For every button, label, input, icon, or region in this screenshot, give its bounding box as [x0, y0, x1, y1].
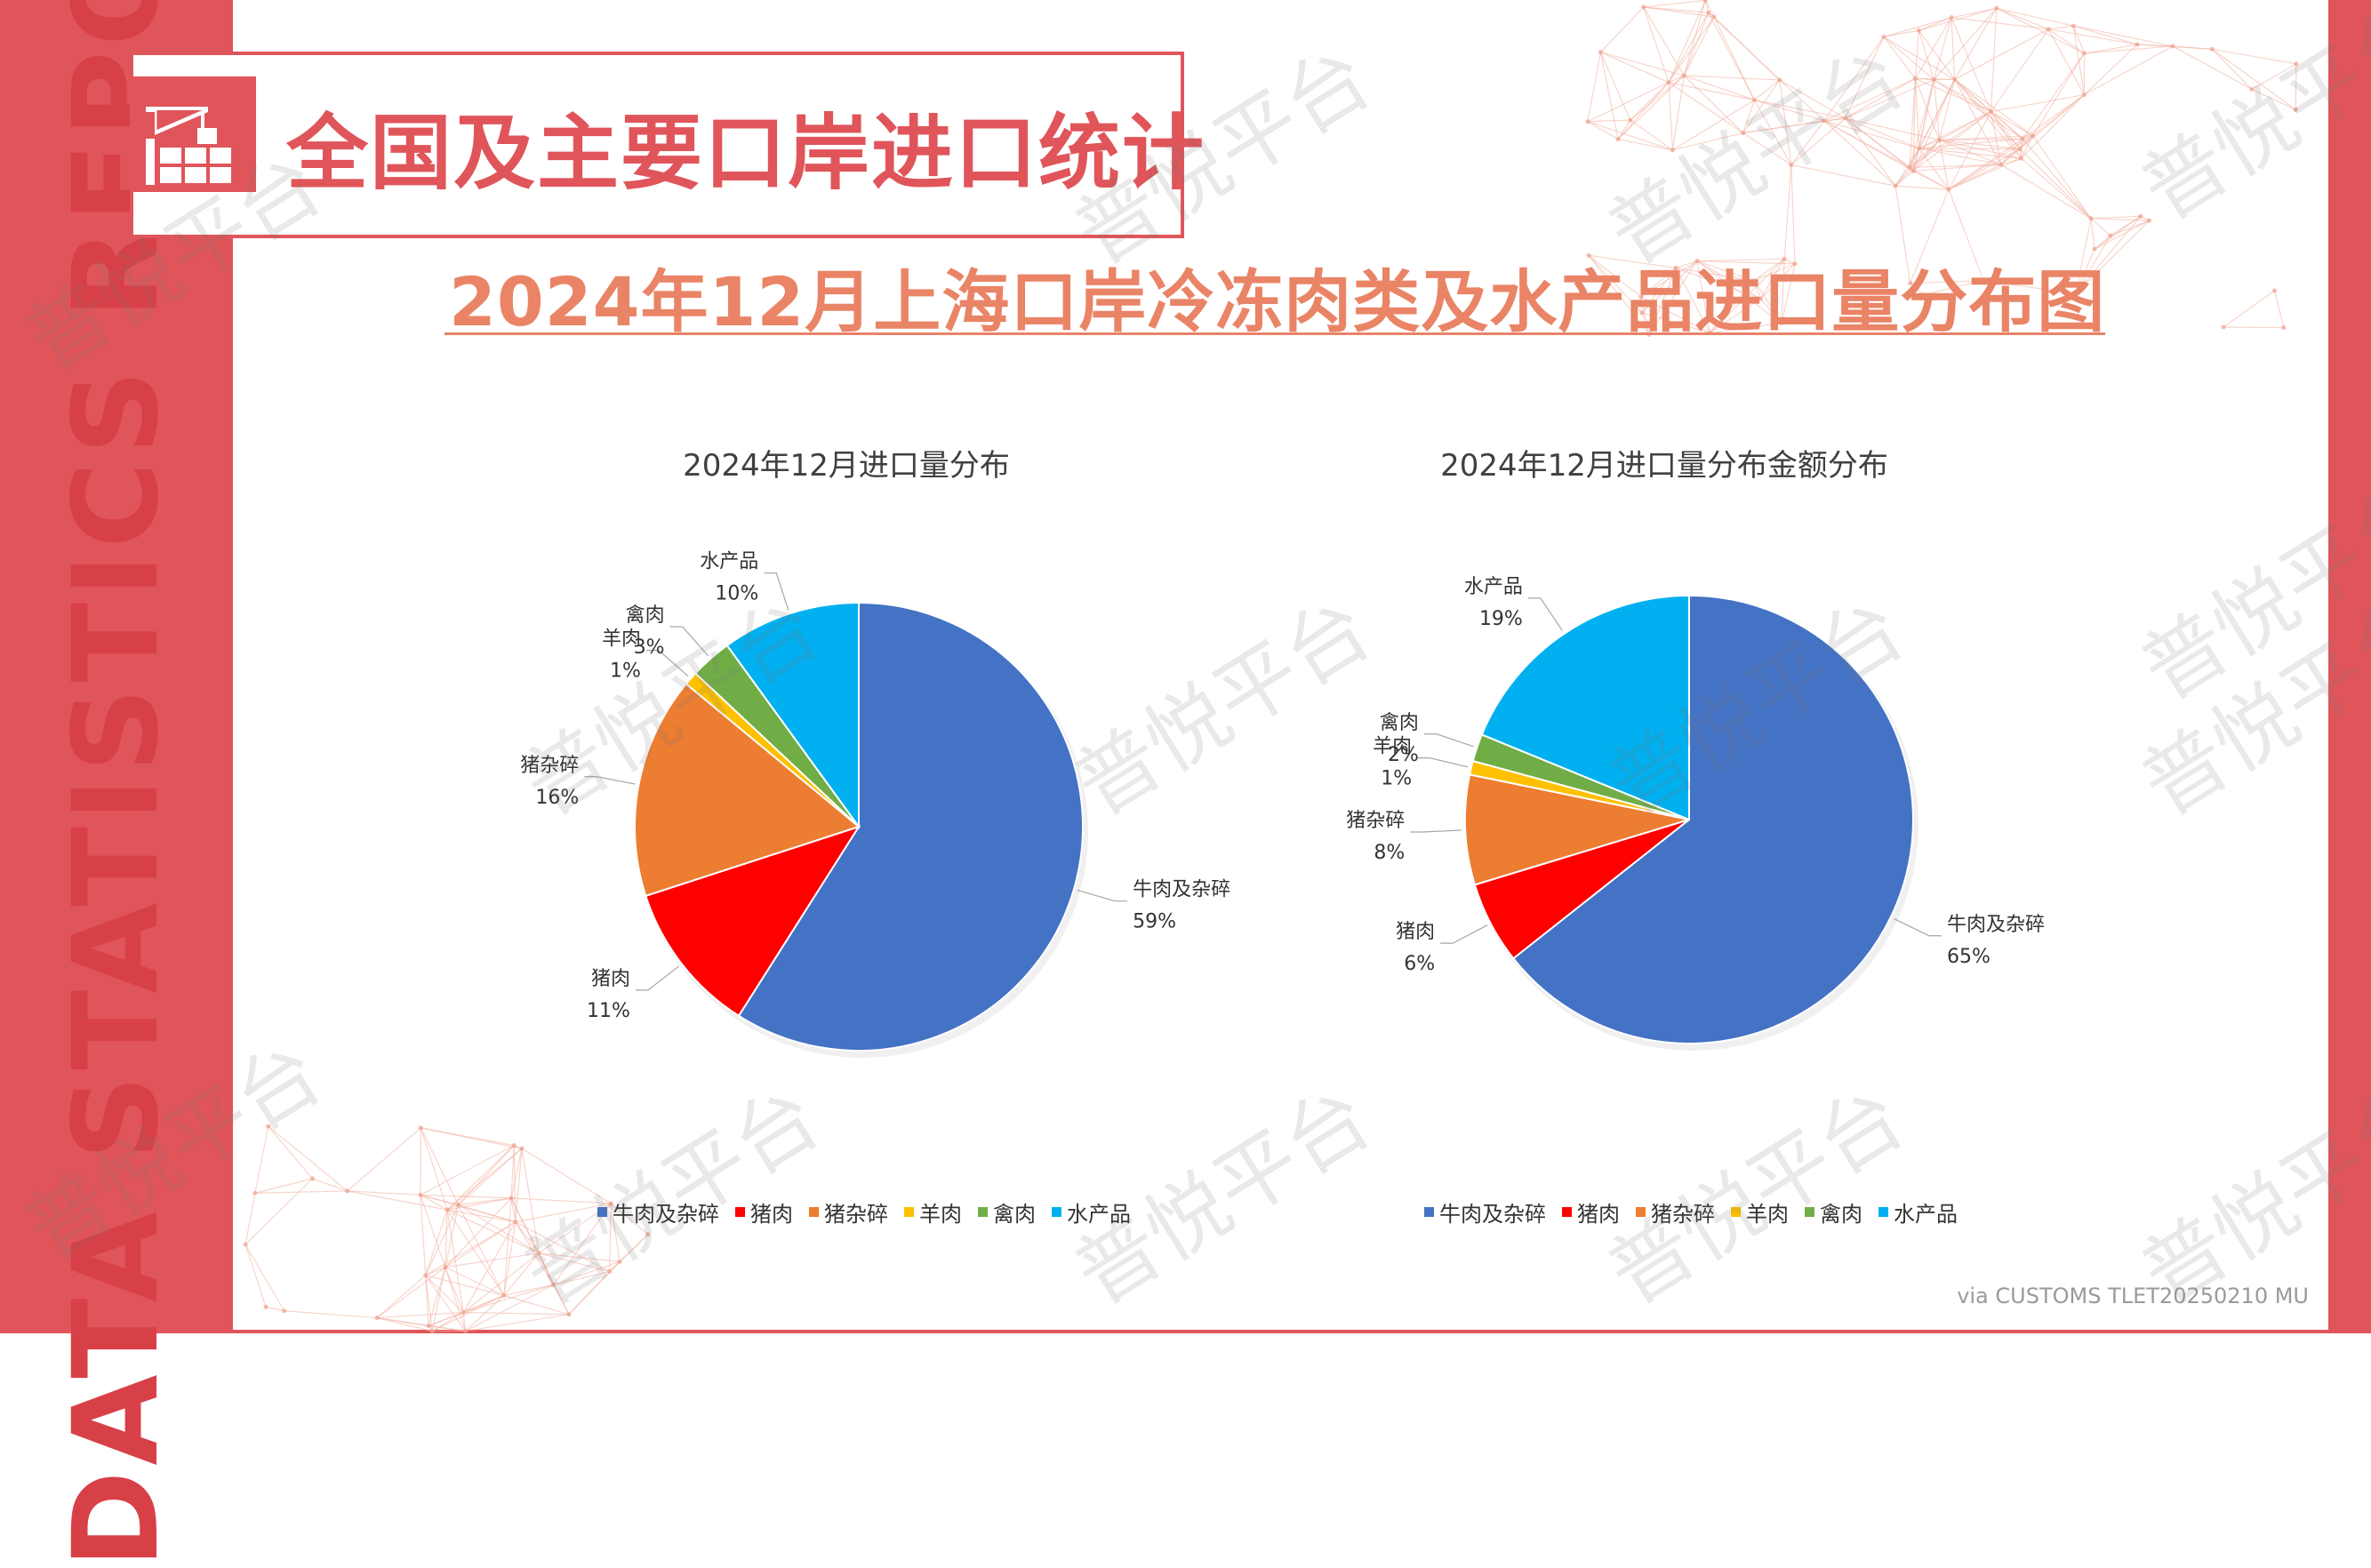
slice-percent-label: 11%	[587, 1000, 630, 1022]
slice-category-label: 水产品	[1464, 576, 1523, 598]
legend-label: 猪肉	[1577, 1196, 1620, 1228]
legend-swatch	[735, 1207, 745, 1217]
slice-percent-label: 65%	[1947, 946, 1991, 968]
legend-item: 禽肉	[1805, 1196, 1862, 1228]
legend-item: 禽肉	[978, 1196, 1036, 1228]
slice-percent-label: 10%	[715, 583, 758, 605]
slice-category-label: 水产品	[700, 551, 758, 573]
leader-line	[1077, 890, 1127, 900]
slice-category-label: 牛肉及杂碎	[1133, 879, 1230, 901]
leader-line	[584, 777, 635, 784]
legend-label: 禽肉	[1820, 1196, 1862, 1228]
leader-line	[1894, 919, 1942, 936]
legend-item: 羊肉	[904, 1196, 962, 1228]
slice-category-label: 禽肉	[1380, 712, 1419, 734]
chart-2-legend: 牛肉及杂碎猪肉猪杂碎羊肉禽肉水产品	[1424, 1196, 1958, 1228]
pie-charts-canvas: 牛肉及杂碎 59% 猪肉 11% 猪杂碎 16% 羊肉 1% 禽肉 3% 水产品 10% 牛肉及杂碎 65…	[0, 0, 2371, 1333]
leader-line	[1424, 734, 1474, 747]
legend-swatch	[1731, 1207, 1741, 1217]
legend-label: 牛肉及杂碎	[1439, 1196, 1546, 1228]
chart-1-legend: 牛肉及杂碎猪肉猪杂碎羊肉禽肉水产品	[597, 1196, 1131, 1228]
slice-percent-label: 19%	[1479, 608, 1523, 630]
leader-line	[764, 573, 789, 611]
legend-item: 牛肉及杂碎	[1424, 1196, 1546, 1228]
legend-swatch	[1424, 1207, 1434, 1217]
legend-swatch	[1052, 1207, 1061, 1217]
leader-line	[1528, 598, 1563, 631]
legend-swatch	[978, 1207, 988, 1217]
slice-category-label: 禽肉	[626, 604, 665, 627]
legend-label: 猪杂碎	[824, 1196, 888, 1228]
legend-swatch	[1805, 1207, 1814, 1217]
legend-item: 猪杂碎	[809, 1196, 888, 1228]
slice-percent-label: 8%	[1374, 842, 1405, 864]
legend-label: 水产品	[1894, 1196, 1958, 1228]
legend-swatch	[1562, 1207, 1572, 1217]
legend-item: 牛肉及杂碎	[597, 1196, 719, 1228]
legend-label: 猪肉	[750, 1196, 793, 1228]
slice-percent-label: 1%	[610, 660, 641, 683]
slice-percent-label: 1%	[1381, 768, 1412, 790]
leader-line	[670, 627, 709, 656]
leader-line	[1417, 758, 1468, 767]
slice-percent-label: 2%	[1388, 744, 1419, 766]
slice-percent-label: 16%	[535, 787, 579, 809]
slice-percent-label: 59%	[1133, 911, 1176, 933]
leader-line	[1410, 830, 1462, 832]
legend-label: 猪杂碎	[1651, 1196, 1715, 1228]
legend-item: 猪肉	[1562, 1196, 1620, 1228]
legend-swatch	[597, 1207, 607, 1217]
slice-category-label: 猪杂碎	[520, 755, 579, 777]
slice-percent-label: 3%	[634, 636, 665, 659]
legend-swatch	[809, 1207, 819, 1217]
leader-line	[636, 966, 679, 990]
slice-category-label: 猪肉	[591, 968, 630, 990]
slice-category-label: 猪杂碎	[1346, 810, 1405, 832]
legend-item: 猪肉	[735, 1196, 793, 1228]
source-note: via CUSTOMS TLET20250210 MU	[1957, 1284, 2309, 1308]
legend-label: 禽肉	[993, 1196, 1036, 1228]
slice-category-label: 猪肉	[1396, 921, 1435, 943]
legend-swatch	[1878, 1207, 1888, 1217]
legend-label: 羊肉	[1746, 1196, 1789, 1228]
legend-item: 羊肉	[1731, 1196, 1789, 1228]
legend-item: 水产品	[1878, 1196, 1958, 1228]
legend-label: 水产品	[1067, 1196, 1131, 1228]
legend-swatch	[904, 1207, 914, 1217]
legend-item: 猪杂碎	[1636, 1196, 1715, 1228]
legend-item: 水产品	[1052, 1196, 1131, 1228]
legend-swatch	[1636, 1207, 1646, 1217]
legend-label: 羊肉	[919, 1196, 962, 1228]
leader-line	[1440, 925, 1487, 943]
slice-category-label: 牛肉及杂碎	[1947, 914, 2045, 936]
legend-label: 牛肉及杂碎	[613, 1196, 719, 1228]
slice-percent-label: 6%	[1404, 953, 1435, 975]
